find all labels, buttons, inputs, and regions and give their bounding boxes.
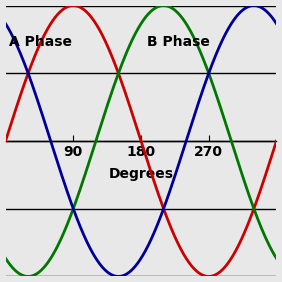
Text: A Phase: A Phase — [9, 35, 72, 49]
Text: B Phase: B Phase — [147, 35, 210, 49]
X-axis label: Degrees: Degrees — [109, 168, 173, 182]
